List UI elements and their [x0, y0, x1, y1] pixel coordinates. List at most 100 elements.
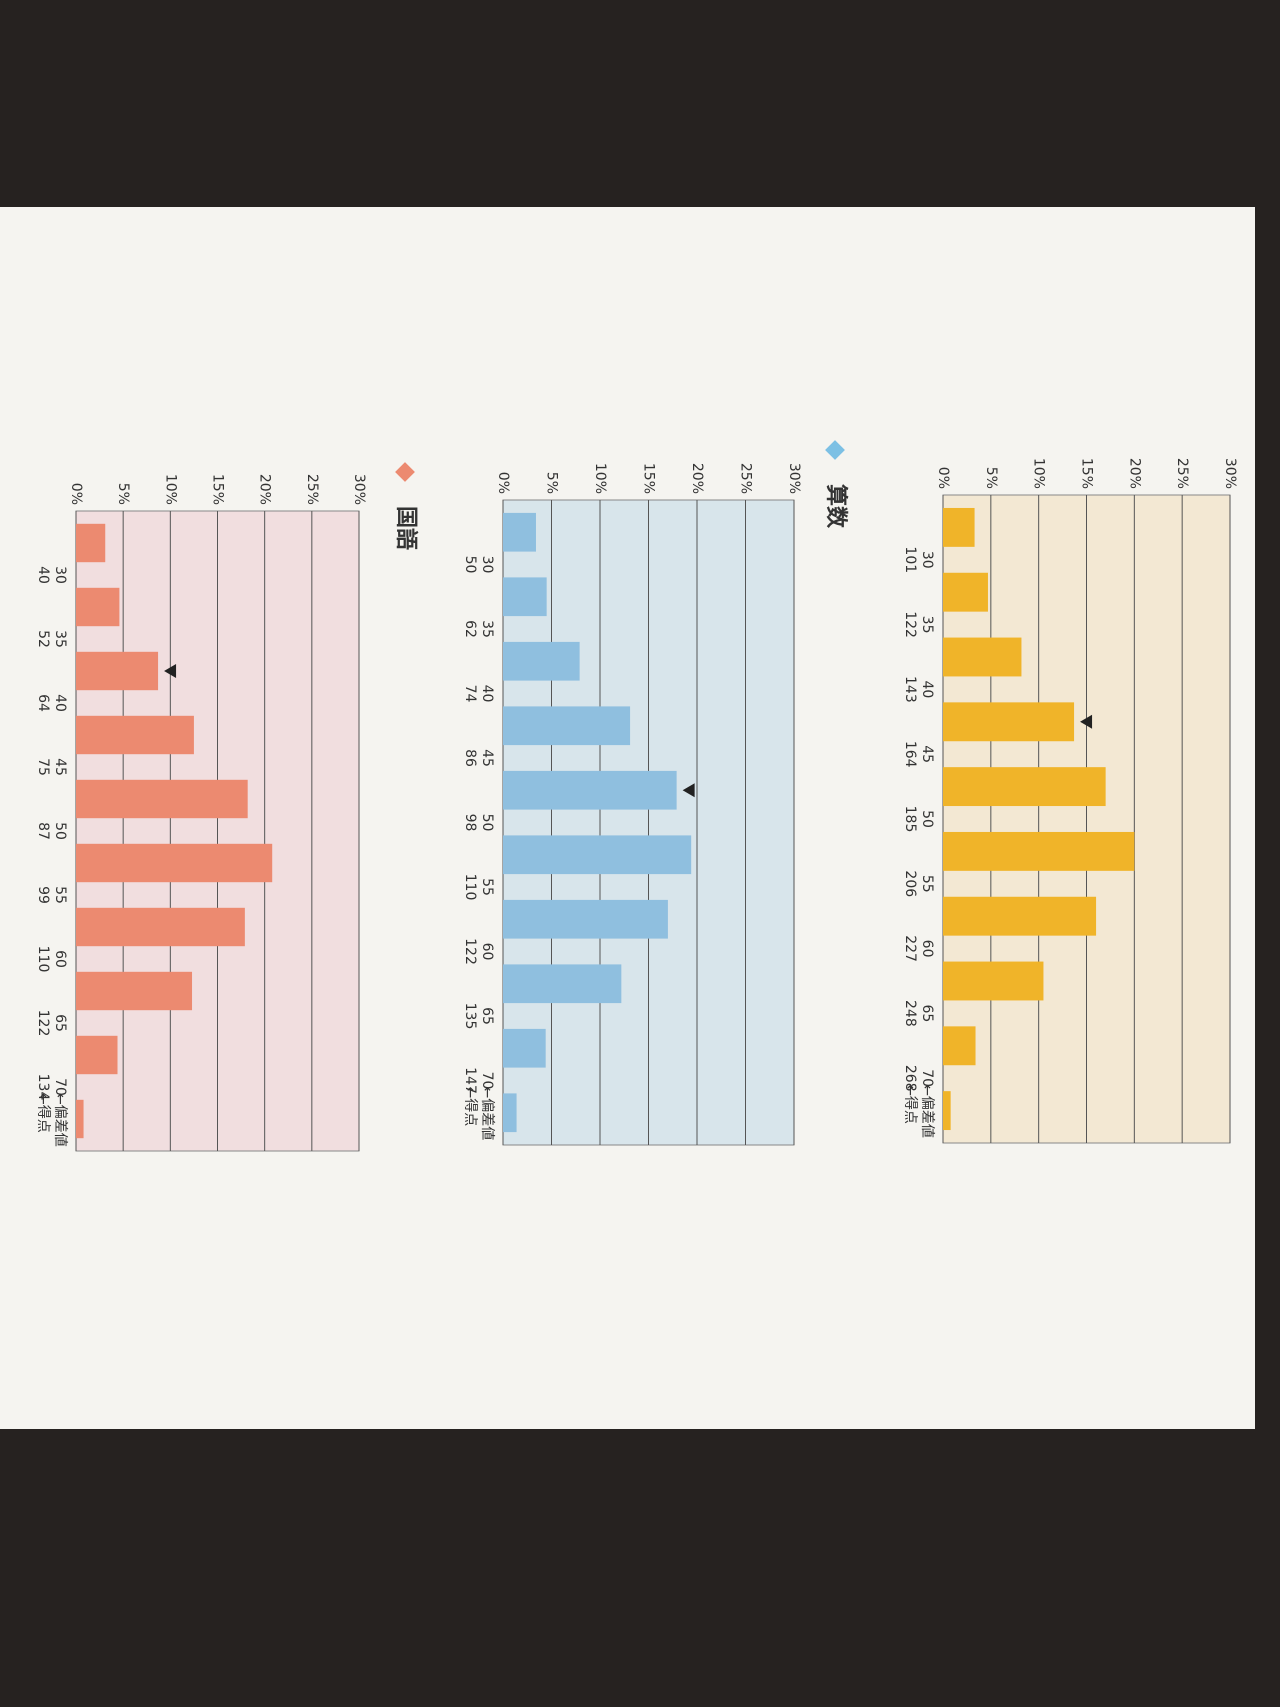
deviation-label: 50: [52, 822, 68, 840]
bar: [943, 896, 1097, 936]
bar: [943, 572, 988, 612]
chart-title: 算数: [823, 484, 849, 529]
deviation-label: 65: [479, 1007, 495, 1025]
y-tick-label: 0%: [935, 467, 951, 489]
score-label: 185: [902, 806, 918, 833]
bar: [943, 637, 1022, 677]
deviation-label: 50: [479, 814, 495, 832]
deviation-note: ←偏差値: [52, 1093, 68, 1147]
y-tick-label: 30%: [786, 463, 802, 494]
y-tick-label: 15%: [210, 474, 226, 505]
bar: [76, 1035, 118, 1075]
y-tick-label: 5%: [115, 483, 131, 505]
score-label: 227: [902, 935, 918, 962]
score-label: 206: [902, 870, 918, 897]
deviation-label: 60: [479, 943, 495, 961]
y-tick-label: 20%: [689, 463, 705, 494]
score-label: 62: [462, 620, 478, 638]
bar: [76, 651, 159, 691]
bar: [76, 587, 120, 627]
y-tick-label: 30%: [1222, 458, 1238, 489]
bar: [943, 767, 1106, 807]
deviation-label: 40: [919, 680, 935, 698]
bar: [76, 971, 193, 1011]
score-label: 87: [35, 822, 51, 840]
score-marker: [682, 783, 695, 798]
deviation-label: 50: [919, 810, 935, 828]
score-label: 143: [902, 676, 918, 703]
deviation-label: 55: [52, 886, 68, 904]
y-tick-label: 10%: [1031, 458, 1047, 489]
score-label: 135: [462, 1003, 478, 1030]
deviation-label: 45: [479, 749, 495, 767]
deviation-label: 30: [919, 551, 935, 569]
score-label: 74: [462, 685, 478, 703]
chart-title: 国語: [393, 506, 419, 550]
score-label: 110: [35, 946, 51, 973]
score-label: 122: [462, 938, 478, 965]
score-label: 110: [462, 874, 478, 901]
score-label: 98: [462, 814, 478, 832]
bar: [503, 577, 547, 617]
deviation-label: 55: [919, 875, 935, 893]
score-note: ←得点: [902, 1084, 919, 1124]
y-tick-label: 5%: [983, 467, 999, 489]
bar: [503, 1093, 517, 1133]
bar: [503, 899, 668, 939]
bar: [503, 1028, 546, 1068]
score-label: 164: [902, 741, 918, 768]
deviation-label: 70: [919, 1069, 935, 1087]
score-label: 86: [462, 749, 478, 767]
deviation-label: 35: [919, 616, 935, 634]
title-diamond: [395, 462, 415, 482]
score-label: 99: [35, 886, 51, 904]
score-label: 64: [35, 694, 51, 712]
score-label: 52: [35, 630, 51, 648]
title-diamond: [825, 440, 845, 460]
y-tick-label: 10%: [162, 474, 178, 505]
bar: [943, 1091, 951, 1131]
y-tick-label: 15%: [641, 463, 657, 494]
deviation-label: 45: [52, 758, 68, 776]
bar: [76, 1099, 84, 1139]
bar: [943, 702, 1075, 742]
y-tick-label: 25%: [304, 474, 320, 505]
deviation-note: ←偏差値: [919, 1084, 935, 1138]
score-note: ←得点: [462, 1087, 479, 1127]
deviation-label: 70: [479, 1072, 495, 1090]
bar: [503, 641, 580, 681]
score-label: 268: [902, 1065, 918, 1092]
deviation-label: 60: [919, 940, 935, 958]
y-tick-label: 15%: [1079, 458, 1095, 489]
deviation-label: 70: [52, 1078, 68, 1096]
score-label: 122: [902, 611, 918, 638]
deviation-label: 40: [479, 685, 495, 703]
bar: [503, 706, 631, 746]
y-tick-label: 5%: [544, 472, 560, 494]
score-note: ←得点: [35, 1093, 52, 1133]
deviation-label: 30: [479, 556, 495, 574]
score-label: 122: [35, 1010, 51, 1037]
score-label: 75: [35, 758, 51, 776]
score-label: 50: [462, 556, 478, 574]
y-tick-label: 0%: [68, 483, 84, 505]
deviation-label: 65: [52, 1014, 68, 1032]
bar: [503, 512, 536, 552]
deviation-label: 35: [479, 620, 495, 638]
deviation-label: 30: [52, 566, 68, 584]
y-tick-label: 25%: [738, 463, 754, 494]
deviation-label: 35: [52, 630, 68, 648]
bar: [76, 779, 248, 819]
score-marker: [1080, 714, 1093, 729]
deviation-note: ←偏差値: [479, 1087, 495, 1141]
deviation-label: 40: [52, 694, 68, 712]
y-tick-label: 20%: [1126, 458, 1142, 489]
y-tick-label: 25%: [1174, 458, 1190, 489]
bar: [943, 961, 1044, 1001]
score-label: 40: [35, 566, 51, 584]
bar: [76, 907, 245, 947]
bar: [503, 835, 692, 875]
y-tick-label: 20%: [257, 474, 273, 505]
score-label: 147: [462, 1067, 478, 1094]
